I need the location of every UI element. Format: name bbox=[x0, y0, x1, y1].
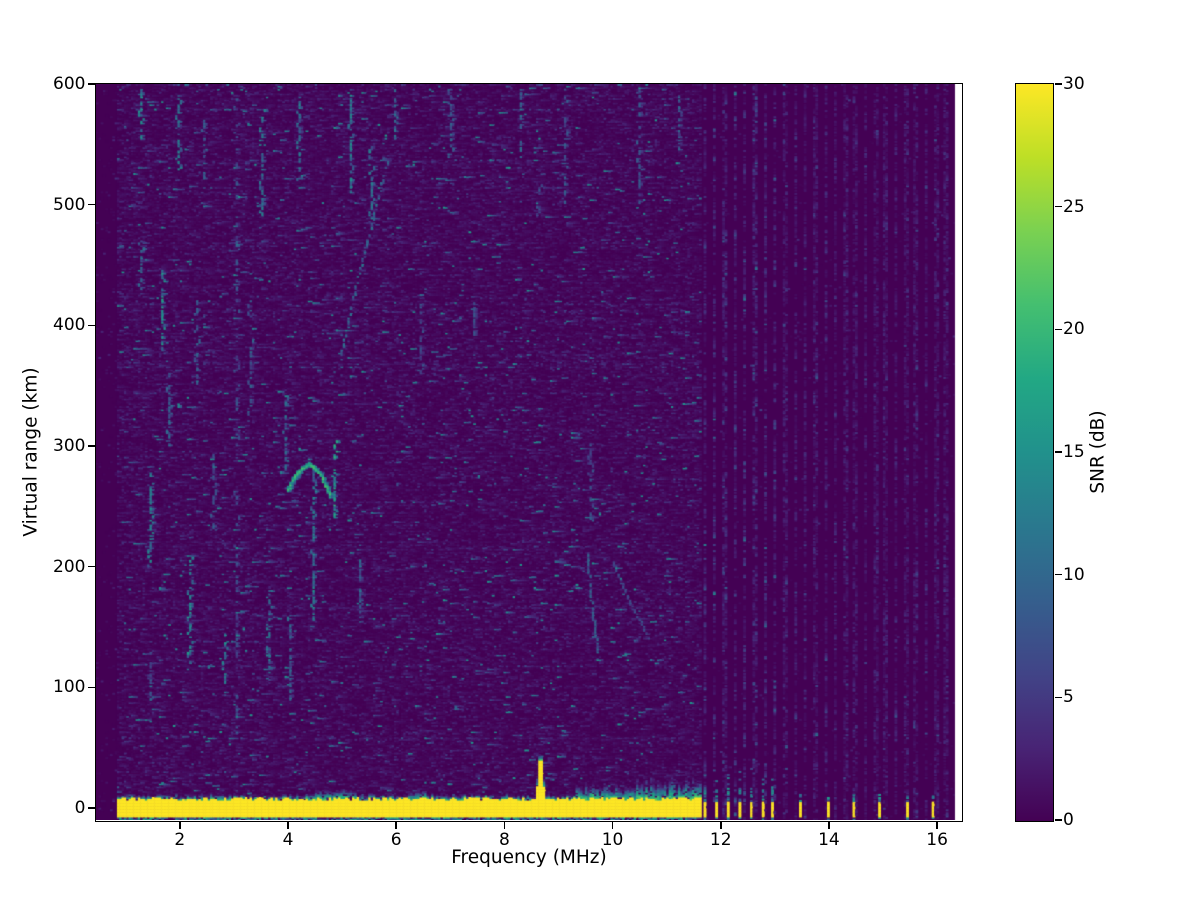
colorbar-tick-label: 25 bbox=[1063, 196, 1085, 217]
colorbar-tick-label: 20 bbox=[1063, 319, 1085, 340]
colorbar-tick-label: 15 bbox=[1063, 442, 1085, 462]
colorbar-tick-label: 30 bbox=[1063, 74, 1085, 94]
x-tick-label: 6 bbox=[390, 830, 402, 850]
colorbar-tick-mark bbox=[1054, 573, 1062, 576]
y-tick-mark bbox=[87, 565, 95, 568]
x-tick-mark bbox=[828, 821, 830, 829]
y-tick-mark bbox=[87, 324, 95, 327]
x-tick-label: 8 bbox=[498, 830, 510, 850]
y-tick-label: 300 bbox=[53, 435, 86, 456]
colorbar-tick-label: 0 bbox=[1063, 810, 1074, 830]
y-tick-label: 500 bbox=[53, 194, 86, 215]
colorbar-tick-mark bbox=[1054, 83, 1062, 85]
colorbar-tick-label: 5 bbox=[1063, 687, 1074, 708]
x-tick-label: 10 bbox=[601, 830, 624, 850]
x-axis-label: Frequency (MHz) bbox=[451, 847, 607, 868]
x-tick-mark bbox=[611, 821, 614, 829]
x-tick-mark bbox=[287, 821, 289, 829]
x-tick-mark bbox=[936, 821, 938, 829]
y-tick-label: 600 bbox=[53, 74, 86, 94]
colorbar-tick-mark bbox=[1054, 819, 1062, 821]
y-tick-mark bbox=[87, 686, 95, 689]
x-tick-mark bbox=[179, 821, 181, 829]
colorbar-tick-mark bbox=[1054, 696, 1062, 699]
x-tick-label: 14 bbox=[818, 830, 840, 850]
ionogram-heatmap bbox=[96, 84, 962, 820]
x-tick-label: 16 bbox=[926, 830, 948, 850]
colorbar-tick-mark bbox=[1054, 205, 1062, 208]
colorbar-tick-mark bbox=[1054, 328, 1062, 331]
y-tick-mark bbox=[87, 807, 95, 809]
y-tick-mark bbox=[87, 445, 95, 447]
y-tick-label: 0 bbox=[74, 797, 86, 818]
y-tick-label: 400 bbox=[53, 315, 86, 336]
x-tick-mark bbox=[720, 821, 722, 829]
x-tick-label: 4 bbox=[282, 830, 294, 850]
colorbar-tick-mark bbox=[1054, 451, 1062, 453]
y-tick-label: 100 bbox=[53, 677, 86, 698]
colorbar-tick-label: 10 bbox=[1063, 564, 1085, 585]
y-tick-label: 200 bbox=[53, 556, 86, 577]
x-tick-mark bbox=[503, 821, 506, 829]
y-tick-mark bbox=[87, 83, 95, 85]
x-tick-label: 12 bbox=[709, 830, 732, 850]
plot-area bbox=[95, 83, 963, 822]
x-tick-mark bbox=[395, 821, 397, 829]
y-tick-mark bbox=[87, 203, 95, 206]
colorbar bbox=[1015, 83, 1054, 822]
x-tick-label: 2 bbox=[174, 830, 186, 850]
